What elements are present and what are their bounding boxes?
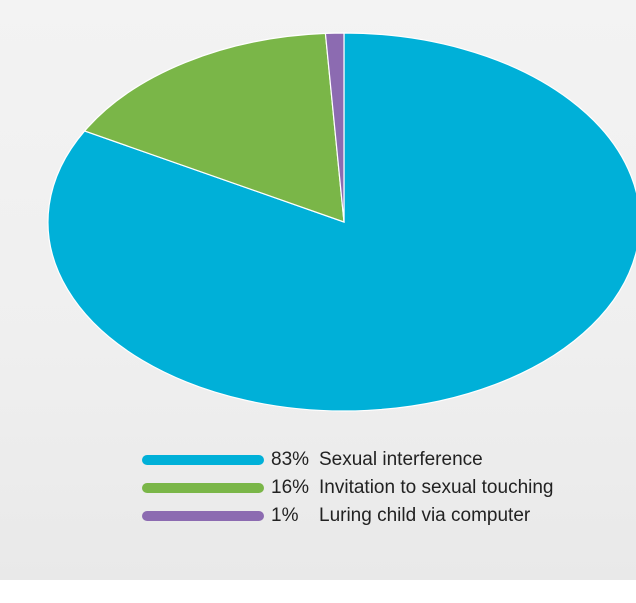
legend-item-sexual-interference: 83% Sexual interference	[142, 446, 554, 474]
pie-slice-sexual-interference	[47, 32, 636, 412]
legend-swatch	[142, 511, 264, 521]
legend-label: Invitation to sexual touching	[319, 477, 554, 498]
legend-percent: 83%	[271, 449, 310, 470]
legend-label: Luring child via computer	[319, 505, 531, 526]
pie-slice-invitation-to-sexual-touching	[83, 32, 345, 223]
pie-slice-luring-child-via-computer	[324, 32, 345, 223]
legend-percent: 16%	[271, 477, 310, 498]
chart-legend: 83% Sexual interference 16% Invitation t…	[142, 446, 554, 530]
legend-swatch	[142, 483, 264, 493]
legend-label: Sexual interference	[319, 449, 483, 470]
legend-item-luring-child-via-computer: 1% Luring child via computer	[142, 502, 554, 530]
legend-percent: 1%	[271, 505, 299, 526]
legend-swatch	[142, 455, 264, 465]
legend-item-invitation-to-sexual-touching: 16% Invitation to sexual touching	[142, 474, 554, 502]
